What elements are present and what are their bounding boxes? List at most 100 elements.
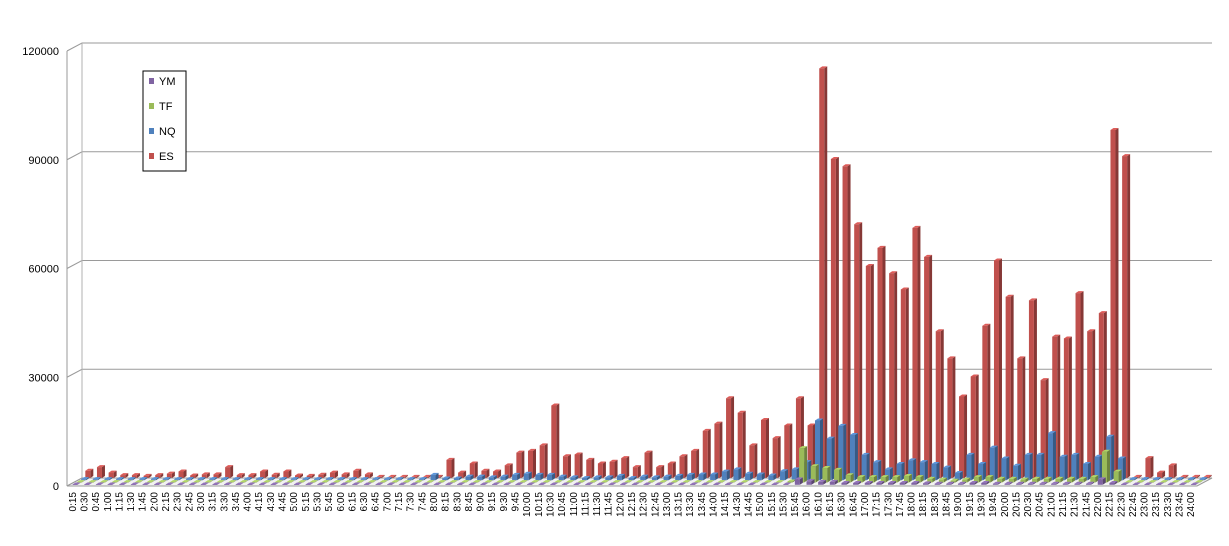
bar-ym [794,477,803,485]
x-tick-label: 14:45 [743,492,754,517]
bar-nq [710,472,719,481]
x-tick-label: 8:15 [441,492,452,512]
bar-tf [531,480,540,483]
bar-es [819,66,828,478]
bar-ym [515,482,524,485]
bar-nq [383,477,392,481]
bar-es [143,473,152,478]
bar-nq [92,477,101,481]
bar-ym [1097,477,1106,485]
y-axis-ticks: 0 30000 60000 90000 120000 [22,46,59,493]
bar-ym [468,482,477,485]
bar-es [679,454,688,478]
bar-es [993,258,1002,478]
bar-nq [407,477,416,481]
x-tick-label: 15:00 [755,492,766,517]
x-tick-label: 14:00 [709,492,720,517]
bar-nq [442,476,451,481]
x-tick-label: 18:45 [942,492,953,517]
bar-ym [771,482,780,485]
bar-tf [1183,480,1192,483]
bar-nq [1129,477,1138,481]
bar-ym [1027,481,1036,485]
bar-tf [868,475,877,483]
x-tick-label: 22:45 [1128,492,1139,517]
bar-tf [368,480,377,483]
bar-tf [321,480,330,483]
bar-nq [547,472,556,481]
bar-es [830,157,839,478]
x-tick-label: 8:45 [464,492,475,512]
bar-tf [636,480,644,483]
x-tick-label: 11:30 [592,492,603,517]
x-tick-label: 13:45 [697,492,708,517]
x-tick-label: 1:15 [114,492,125,512]
bar-tf [496,480,505,483]
bar-nq [337,477,346,481]
bar-es [702,428,711,478]
bar-es [85,468,94,478]
bar-es [1028,298,1037,478]
bar-ym [864,480,873,485]
x-tick-label: 10:15 [534,492,545,517]
bar-es [190,473,199,478]
x-tick-label: 15:30 [778,492,789,517]
bar-nq [826,436,835,481]
x-tick-label: 16:10 [813,492,824,517]
legend-label: TF [159,101,173,113]
bar-nq [81,477,90,481]
y-tick-label: 120000 [22,46,59,58]
bar-ym [620,482,629,485]
bar-tf [542,480,551,483]
bar-tf [1136,480,1145,483]
bar-tf [566,480,575,483]
bar-tf [472,480,481,483]
bar-tf [1125,480,1134,483]
bar-tf [333,480,342,483]
bar-tf [228,480,237,483]
bar-nq [651,475,660,481]
bar-ym [165,482,174,485]
bar-ym [1004,481,1013,485]
bar-tf [309,480,318,483]
bar-tf [507,480,516,483]
bar-ym [678,482,687,485]
bar-ym [1179,482,1188,485]
bar-tf [938,477,947,483]
bar-tf [799,446,808,483]
bar-ym [608,482,617,485]
bar-tf [1171,480,1180,483]
bar-es [528,448,537,478]
x-tick-label: 8:00 [429,492,440,512]
bar-nq [605,475,614,481]
bar-ym [736,482,745,485]
bar-nq [814,418,823,481]
y-tick-label: 0 [53,481,59,493]
bar-tf [1032,476,1041,483]
x-tick-label: 19:00 [953,492,964,517]
bar-ym [375,482,384,485]
bar-nq [745,471,754,481]
bar-nq [1117,456,1126,481]
bar-nq [104,477,113,481]
bar-ym [631,482,640,485]
bar-tf [1090,475,1099,483]
bar-ym [258,482,267,485]
x-tick-label: 22:15 [1105,492,1116,517]
bar-es [667,461,676,478]
bar-nq [1024,452,1033,481]
x-tick-label: 13:00 [662,492,673,517]
bar-ym [1121,482,1130,485]
bar-tf [414,480,423,483]
bar-es [574,452,583,478]
bar-nq [232,477,241,481]
bar-es [1087,329,1096,478]
bar-ym [328,482,337,485]
bar-tf [216,480,225,483]
bar-nq [640,474,649,481]
bar-ym [934,481,943,485]
bar-ym [666,482,675,485]
bar-es [469,461,478,478]
bar-ym [119,482,128,485]
bar-ym [946,481,955,485]
